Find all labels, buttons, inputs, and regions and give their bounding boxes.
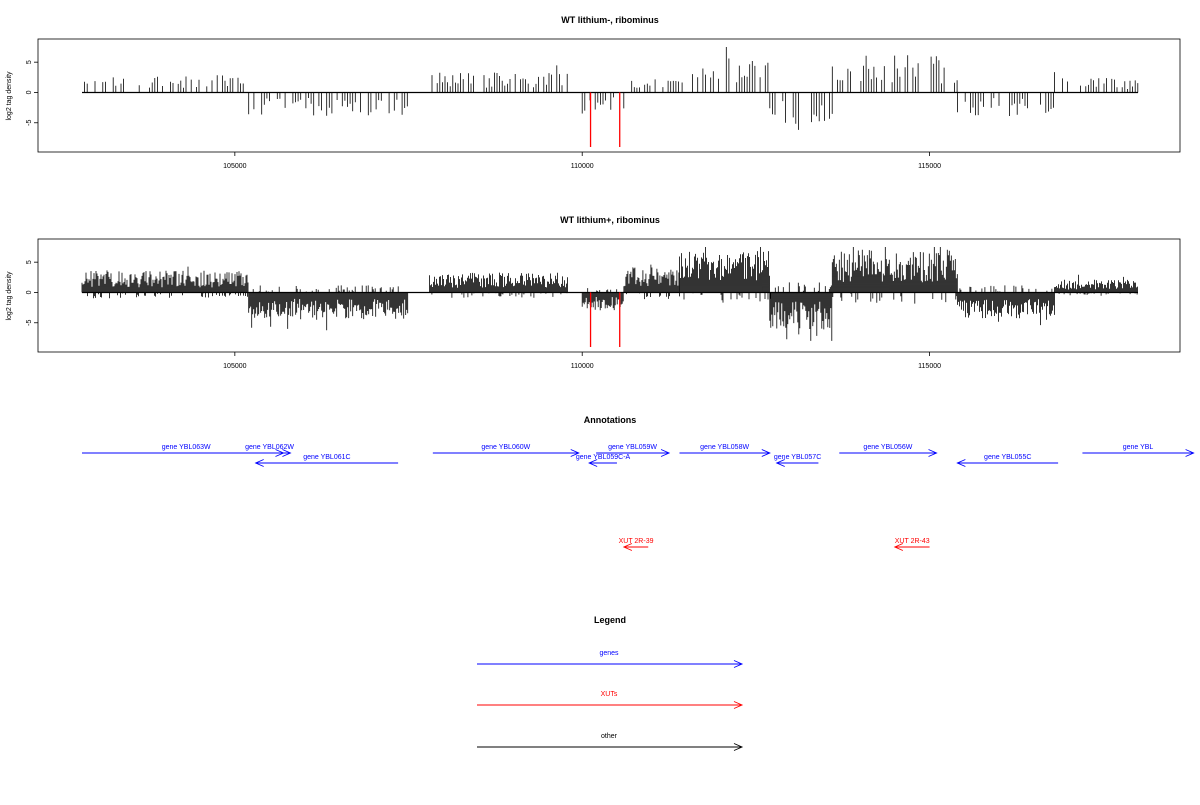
feature-label: XUT 2R-39 bbox=[619, 538, 654, 545]
track-panel-lithium-minus: WT lithium-, ribominus log2 tag density … bbox=[6, 15, 1181, 170]
legend: Legend genes XUTs other bbox=[477, 615, 744, 751]
x-tick-label: 105000 bbox=[223, 363, 246, 370]
y-tick-label: 0 bbox=[26, 90, 33, 94]
axes: -5 0 5 105000 110000 115000 bbox=[26, 260, 941, 370]
x-tick-label: 110000 bbox=[571, 163, 594, 170]
feature-arrow-head bbox=[956, 459, 966, 467]
feature-arrow-head bbox=[928, 449, 938, 457]
legend-arrow-head bbox=[733, 701, 744, 709]
gene-feature: gene YBL059C-A bbox=[576, 454, 631, 467]
plot-frame bbox=[37, 238, 1181, 353]
axes: -5 0 5 105000 110000 115000 bbox=[26, 60, 941, 170]
feature-arrow-head bbox=[1185, 449, 1195, 457]
xut-feature: XUT 2R-39 bbox=[619, 538, 654, 551]
gene-feature: gene YBL057C bbox=[774, 454, 821, 467]
track-panel-lithium-plus: WT lithium+, ribominus log2 tag density … bbox=[6, 215, 1181, 370]
x-tick-label: 115000 bbox=[918, 163, 941, 170]
feature-arrow-head bbox=[660, 449, 671, 457]
gene-feature: gene YBL bbox=[1082, 444, 1195, 457]
annotations-panel: Annotations gene YBL063W gene YBL062Wgene… bbox=[82, 415, 1195, 551]
annotation-features: gene YBL063W gene YBL062W gene YBL061C gene… bbox=[82, 444, 1195, 551]
feature-label: gene YBL063W bbox=[162, 444, 211, 451]
feature-label: gene YBL061C bbox=[303, 454, 350, 461]
feature-label: gene YBL056W bbox=[863, 444, 912, 451]
feature-arrow-head bbox=[893, 543, 904, 551]
y-tick-label: 5 bbox=[26, 260, 33, 264]
feature-arrow-head bbox=[254, 459, 264, 467]
y-tick-label: -5 bbox=[26, 320, 33, 326]
gene-feature: gene YBL056W bbox=[839, 444, 938, 457]
legend-arrow-head bbox=[733, 743, 744, 751]
feature-arrow-head bbox=[622, 543, 633, 551]
y-tick-label: 5 bbox=[26, 60, 33, 64]
feature-arrow-head bbox=[570, 449, 580, 457]
feature-label: gene YBL062W bbox=[245, 444, 294, 451]
gene-feature: gene YBL059W bbox=[596, 444, 671, 457]
feature-label: gene YBL057C bbox=[774, 454, 821, 461]
feature-arrow-head bbox=[275, 449, 285, 457]
y-axis-label: log2 tag density bbox=[6, 71, 13, 121]
x-tick-label: 110000 bbox=[571, 363, 594, 370]
y-tick-label: -5 bbox=[26, 120, 33, 126]
legend-label: genes bbox=[599, 650, 619, 657]
feature-label: gene YBL055C bbox=[984, 454, 1031, 461]
feature-arrow-head bbox=[588, 459, 598, 467]
highlight-bars bbox=[589, 292, 621, 347]
signal-bars bbox=[82, 47, 1139, 130]
y-axis-label: log2 tag density bbox=[6, 271, 13, 321]
legend-items: genes XUTs other bbox=[477, 650, 744, 751]
legend-arrow-head bbox=[733, 660, 744, 668]
signal-bar-series bbox=[84, 47, 1139, 130]
legend-label: XUTs bbox=[601, 691, 618, 698]
feature-arrow-head bbox=[775, 459, 785, 467]
signal-bars bbox=[81, 247, 1138, 341]
highlight-bars bbox=[589, 92, 621, 147]
legend-item: XUTs bbox=[477, 691, 744, 709]
gene-feature: gene YBL062W bbox=[245, 444, 294, 457]
plot-frame bbox=[37, 38, 1181, 153]
legend-title: Legend bbox=[594, 615, 626, 625]
feature-arrow-head bbox=[282, 449, 292, 457]
signal-bar-series bbox=[81, 247, 1138, 341]
track-title: WT lithium+, ribominus bbox=[560, 215, 660, 225]
gene-feature: gene YBL058W bbox=[679, 444, 771, 457]
legend-item: genes bbox=[477, 650, 744, 668]
feature-label: gene YBL058W bbox=[700, 444, 749, 451]
gene-feature: gene YBL055C bbox=[956, 454, 1059, 467]
legend-label: other bbox=[601, 733, 618, 740]
feature-arrow-head bbox=[761, 449, 771, 457]
feature-label: XUT 2R-43 bbox=[895, 538, 930, 545]
legend-item: other bbox=[477, 733, 744, 751]
y-tick-label: 0 bbox=[26, 290, 33, 294]
x-tick-label: 115000 bbox=[918, 363, 941, 370]
feature-label: gene YBL059C-A bbox=[576, 454, 631, 461]
feature-label: gene YBL059W bbox=[608, 444, 657, 451]
track-title: WT lithium-, ribominus bbox=[561, 15, 659, 25]
gene-feature: gene YBL061C bbox=[254, 454, 399, 467]
xut-feature: XUT 2R-43 bbox=[893, 538, 930, 551]
x-tick-label: 105000 bbox=[223, 163, 246, 170]
feature-label: gene YBL bbox=[1123, 444, 1154, 451]
annotations-title: Annotations bbox=[584, 415, 637, 425]
gene-feature: gene YBL060W bbox=[432, 444, 580, 457]
feature-label: gene YBL060W bbox=[481, 444, 530, 451]
